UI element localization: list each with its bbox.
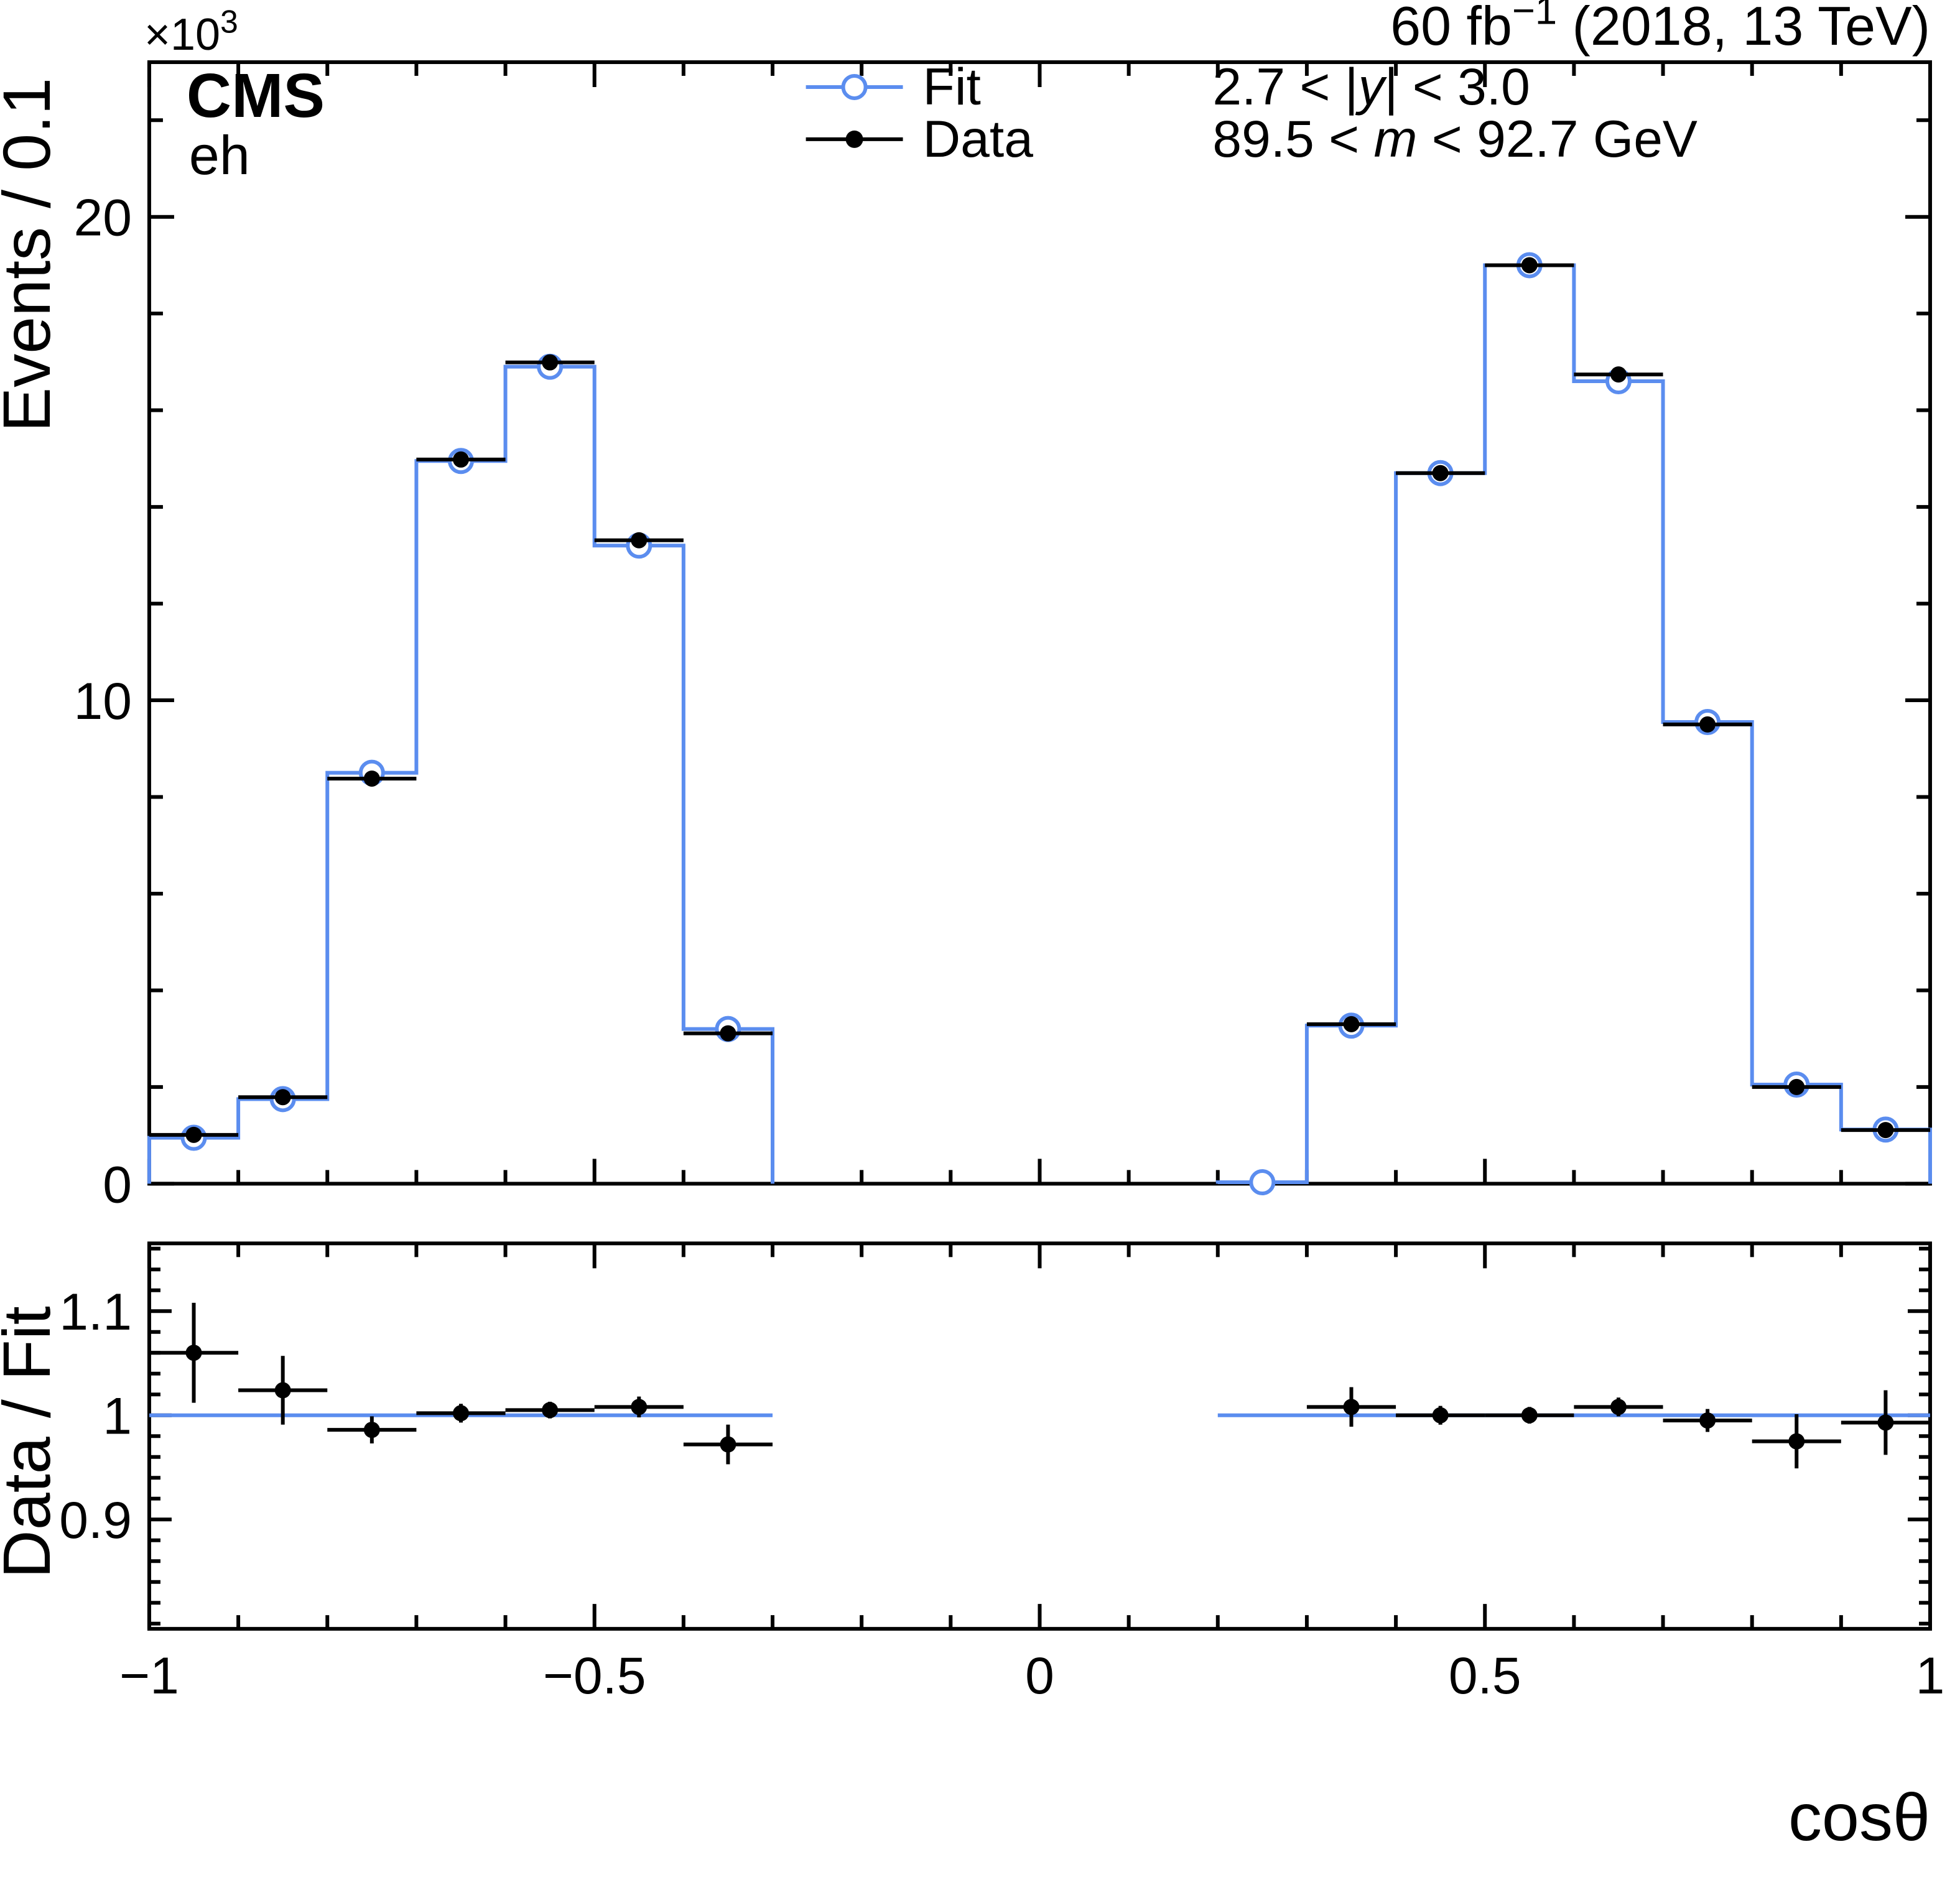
ratio-panel-content bbox=[149, 1302, 1930, 1469]
ratio-data-marker-icon bbox=[452, 1405, 469, 1422]
ratio-data-marker-icon bbox=[185, 1345, 202, 1361]
ratio-data-marker-icon bbox=[631, 1399, 648, 1415]
ratio-data-marker-icon bbox=[542, 1402, 559, 1419]
main-y-axis-title: Events / 0.1 bbox=[0, 78, 64, 432]
fit-marker-icon bbox=[1249, 1169, 1276, 1196]
ratio-panel-frame bbox=[147, 1241, 1932, 1631]
ratio-data-marker-icon bbox=[1432, 1407, 1449, 1424]
x-tick-label: −1 bbox=[119, 1646, 179, 1705]
ratio-data-marker-icon bbox=[720, 1436, 736, 1453]
x-tick-label: 1 bbox=[1916, 1646, 1945, 1705]
ratio-y-tick-label: 0.9 bbox=[59, 1491, 132, 1549]
data-marker-icon bbox=[1521, 257, 1538, 274]
ratio-data-marker-icon bbox=[1343, 1399, 1360, 1415]
selection-text: 89.5 < m < 92.7 GeV bbox=[1212, 109, 1698, 168]
x-axis-title: cosθ bbox=[1788, 1779, 1930, 1855]
legend-label: Data bbox=[923, 109, 1034, 168]
data-marker-icon bbox=[452, 451, 469, 468]
ratio-data-marker-icon bbox=[363, 1422, 380, 1438]
data-marker-icon bbox=[1877, 1122, 1894, 1139]
data-marker-icon bbox=[720, 1025, 736, 1042]
legend-dot-icon bbox=[845, 130, 863, 148]
cms-label: CMS bbox=[187, 62, 325, 131]
data-series bbox=[149, 257, 1930, 1143]
ratio-data-marker-icon bbox=[274, 1382, 291, 1399]
legend-open-circle-icon bbox=[841, 73, 868, 100]
y-scale-label: ×103 bbox=[144, 4, 238, 60]
data-marker-icon bbox=[1432, 465, 1449, 481]
data-marker-icon bbox=[1610, 366, 1627, 383]
ratio-data-marker-icon bbox=[1521, 1407, 1538, 1424]
main-y-tick-label: 10 bbox=[74, 672, 132, 730]
main-y-tick-label: 0 bbox=[103, 1155, 132, 1213]
selection-text: 2.7 < |y| < 3.0 bbox=[1212, 57, 1530, 116]
ratio-data-marker-icon bbox=[1788, 1433, 1805, 1450]
x-tick-label: 0.5 bbox=[1449, 1646, 1521, 1705]
ratio-y-tick-label: 1 bbox=[103, 1387, 132, 1445]
panel-frames bbox=[147, 60, 1932, 1631]
axis-ticks bbox=[147, 62, 1932, 1629]
data-marker-icon bbox=[1788, 1078, 1805, 1095]
ratio-data-marker-icon bbox=[1610, 1399, 1627, 1415]
x-tick-label: −0.5 bbox=[543, 1646, 646, 1705]
data-marker-icon bbox=[274, 1089, 291, 1106]
data-marker-icon bbox=[631, 532, 648, 549]
ratio-data-marker-icon bbox=[1877, 1414, 1894, 1431]
data-marker-icon bbox=[1343, 1016, 1360, 1032]
ratio-data-marker-icon bbox=[1699, 1412, 1716, 1429]
ratio-y-tick-label: 1.1 bbox=[59, 1282, 132, 1341]
lumi-label: 60 fb−1 (2018, 13 TeV) bbox=[1390, 0, 1930, 57]
data-marker-icon bbox=[542, 354, 559, 371]
ratio-y-axis-title: Data / Fit bbox=[0, 1306, 64, 1578]
x-tick-label: 0 bbox=[1025, 1646, 1054, 1705]
legend-label: Fit bbox=[923, 57, 981, 116]
channel-label: eh bbox=[189, 124, 250, 186]
data-marker-icon bbox=[363, 770, 380, 787]
data-marker-icon bbox=[1699, 716, 1716, 733]
data-marker-icon bbox=[185, 1126, 202, 1143]
main-y-tick-label: 20 bbox=[74, 188, 132, 247]
